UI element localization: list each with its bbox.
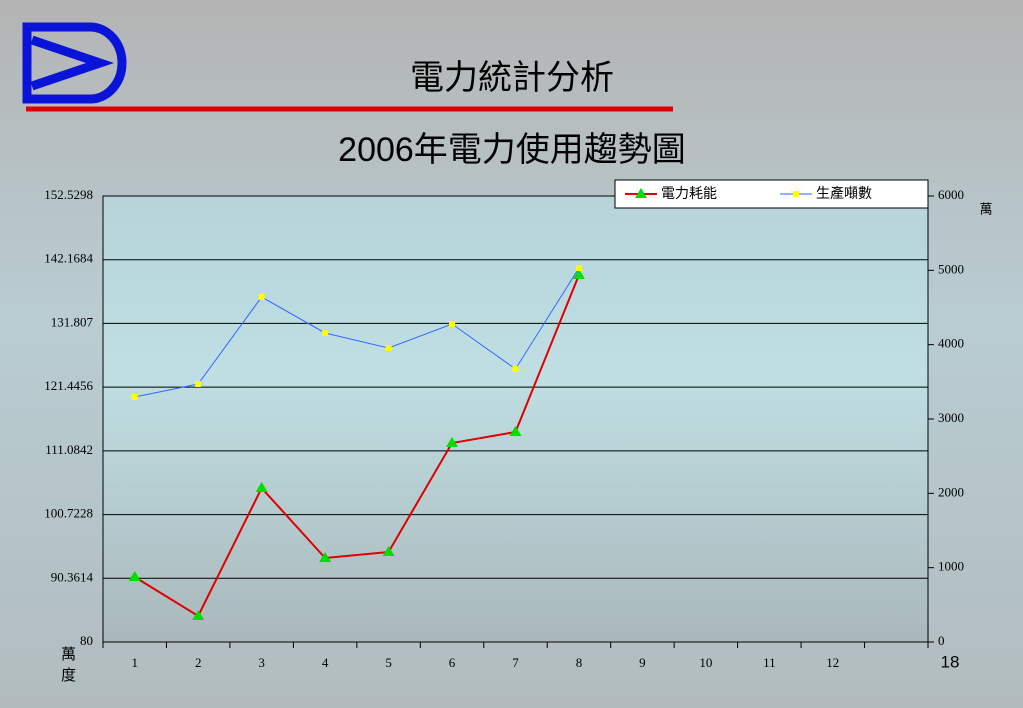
y2-tick-label: 0	[938, 633, 945, 648]
legend-label: 生產噸數	[816, 185, 872, 202]
marker	[572, 269, 585, 280]
marker	[575, 265, 582, 272]
marker	[128, 571, 141, 582]
x-tick-label: 3	[258, 655, 265, 670]
y-tick-label: 121.4456	[44, 378, 93, 393]
x-tick-label: 11	[763, 655, 776, 670]
marker	[131, 393, 138, 400]
marker	[385, 345, 392, 352]
y2-tick-label: 2000	[938, 484, 964, 499]
y2-axis-label: 萬	[979, 203, 992, 218]
x-tick-label: 7	[512, 655, 519, 670]
x-tick-label: 1	[131, 655, 138, 670]
legend	[614, 179, 929, 209]
y-axis-label: 萬度	[59, 646, 77, 688]
marker	[512, 365, 519, 372]
x-tick-label: 4	[322, 655, 329, 670]
series-line	[134, 267, 580, 398]
plot-area	[102, 195, 929, 643]
y-tick-label: 111.0842	[45, 442, 93, 457]
marker	[255, 482, 268, 493]
y-tick-label: 152.5298	[44, 187, 93, 202]
series-line	[134, 274, 580, 618]
y2-tick-label: 6000	[938, 187, 964, 202]
marker	[449, 321, 456, 328]
slide-title: 電力統計分析	[410, 58, 614, 98]
y-tick-label: 131.807	[51, 314, 94, 329]
logo	[22, 22, 127, 104]
marker	[319, 552, 332, 563]
marker	[322, 329, 329, 336]
chart-title: 2006年電力使用趨勢圖	[338, 131, 686, 169]
marker	[258, 294, 265, 301]
x-tick-label: 6	[449, 655, 456, 670]
y-tick-label: 80	[80, 633, 93, 648]
x-tick-label: 8	[576, 655, 583, 670]
x-tick-label: 2	[195, 655, 202, 670]
x-tick-label: 12	[826, 655, 839, 670]
y2-tick-label: 3000	[938, 410, 964, 425]
page-number: 18	[941, 652, 960, 671]
marker	[635, 188, 647, 198]
marker	[382, 545, 395, 556]
y2-tick-label: 4000	[938, 336, 964, 351]
marker	[192, 609, 205, 620]
y2-tick-label: 1000	[938, 559, 964, 574]
x-tick-label: 9	[639, 655, 646, 670]
y2-tick-label: 5000	[938, 261, 964, 276]
marker	[195, 380, 202, 387]
x-tick-label: 10	[699, 655, 712, 670]
y-tick-label: 142.1684	[44, 251, 93, 266]
y-tick-label: 90.3614	[51, 569, 94, 584]
y-tick-label: 100.7228	[44, 506, 93, 521]
marker	[446, 437, 459, 448]
x-tick-label: 5	[385, 655, 392, 670]
marker	[793, 191, 799, 197]
legend-label: 電力耗能	[661, 186, 717, 202]
marker	[509, 426, 522, 437]
